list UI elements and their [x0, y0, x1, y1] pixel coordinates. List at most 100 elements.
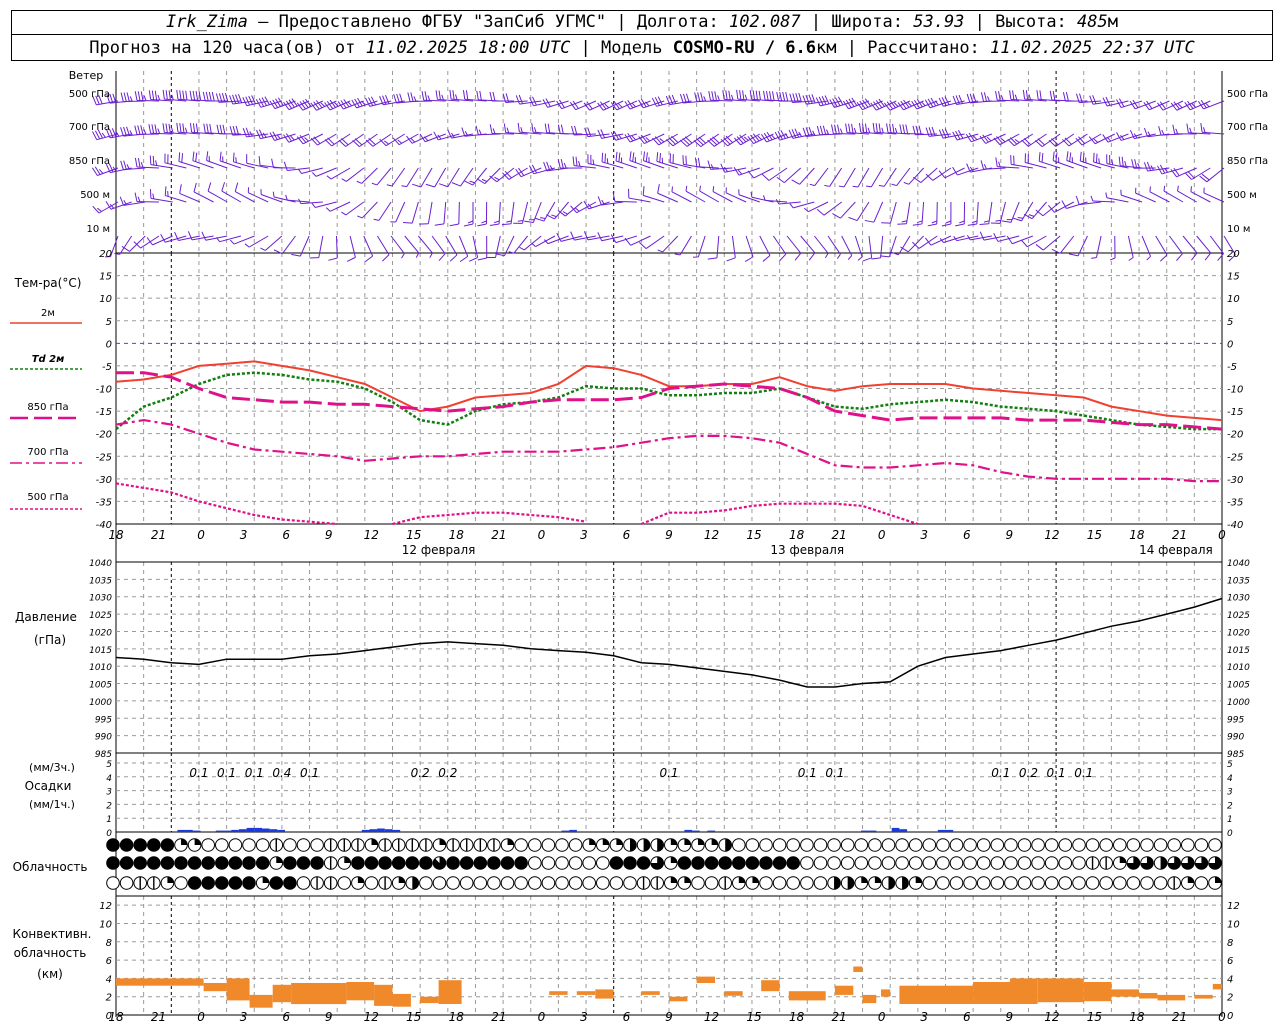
cloud-cover-symbol	[759, 876, 773, 890]
barb-feather	[575, 156, 578, 166]
cloud-fill-sector	[1181, 856, 1195, 870]
cloud-cover-symbol	[908, 856, 923, 870]
barb-feather	[845, 123, 848, 133]
barb-feather	[1088, 136, 1096, 145]
barb-staff	[710, 167, 733, 170]
barb-feather	[371, 182, 378, 186]
barb-feather	[763, 132, 770, 142]
wind-barb	[1061, 200, 1088, 210]
wind-barb	[612, 192, 637, 203]
wind-barb	[463, 201, 474, 227]
barb-feather	[1028, 214, 1035, 217]
barb-feather	[540, 217, 546, 219]
wind-barb	[352, 133, 378, 148]
barb-feather	[129, 96, 133, 102]
wind-barb	[162, 123, 187, 135]
barb-feather	[629, 151, 632, 161]
cloud-cover-symbol	[351, 876, 365, 890]
barb-feather	[232, 94, 237, 104]
wind-barb	[980, 92, 1006, 102]
barb-feather	[711, 91, 714, 101]
cloud-cover-symbol	[310, 856, 324, 870]
barb-feather	[189, 123, 193, 133]
barb-staff	[813, 235, 829, 254]
wind-barb	[831, 124, 856, 135]
barb-feather	[816, 125, 821, 136]
precip-value-label: 0.1	[659, 766, 678, 780]
cloud-circle	[228, 838, 243, 852]
barb-staff	[532, 131, 555, 135]
barb-feather	[1006, 235, 1013, 245]
cloud-cover-symbol	[296, 856, 311, 870]
cloud-cover-symbol	[500, 838, 515, 852]
barb-staff	[260, 133, 282, 140]
barb-staff	[248, 235, 269, 248]
barb-feather	[340, 100, 347, 109]
barb-feather	[302, 100, 309, 108]
precip-tick-left: 2	[106, 801, 112, 811]
cloud-circle	[868, 856, 882, 870]
barb-staff	[1027, 235, 1047, 248]
cloud-cover-symbol	[473, 876, 488, 890]
cloud-cover-symbol	[704, 856, 719, 870]
model-unit: км	[816, 38, 837, 58]
barb-feather	[1159, 164, 1166, 174]
cloud-cover-symbol	[732, 876, 746, 890]
barb-feather	[438, 90, 441, 100]
wind-barb	[192, 151, 214, 169]
cloud-cover-symbol	[432, 856, 447, 870]
cloud-cover-symbol	[323, 838, 338, 852]
barb-staff	[472, 235, 479, 258]
cloud-circle	[446, 876, 460, 890]
wind-barb	[685, 185, 706, 203]
barb-feather	[272, 131, 278, 140]
wind-barb	[897, 99, 924, 111]
barb-feather	[959, 220, 965, 224]
barb-feather	[747, 136, 754, 144]
barb-feather	[519, 246, 525, 251]
barb-staff	[1041, 133, 1061, 148]
barb-feather	[357, 97, 363, 107]
barb-staff	[1068, 133, 1088, 147]
convective-bar	[881, 989, 891, 997]
barb-staff	[1080, 160, 1102, 169]
wind-barb	[1127, 235, 1134, 261]
barb-feather	[857, 256, 863, 261]
barb-staff	[829, 167, 843, 187]
wind-barb	[489, 201, 501, 226]
barb-staff	[656, 160, 678, 169]
cloud-circle	[732, 838, 746, 852]
barb-feather	[1069, 152, 1072, 162]
header-sep: –	[247, 12, 279, 32]
barb-feather	[168, 123, 171, 133]
barb-feather	[1090, 195, 1094, 202]
cloud-cover-symbol	[147, 876, 161, 890]
precip-bar	[192, 830, 201, 832]
barb-feather	[574, 125, 578, 135]
wind-barb	[390, 235, 405, 259]
wind-barb	[202, 91, 228, 102]
barb-staff	[547, 235, 569, 245]
wind-barb	[642, 151, 665, 169]
barb-feather	[234, 182, 239, 192]
cloud-fill-full	[746, 856, 759, 870]
barb-feather	[478, 129, 482, 135]
cloud-cover-symbol	[990, 838, 1005, 852]
barb-feather	[531, 164, 538, 174]
barb-feather	[818, 96, 824, 106]
barb-feather	[1079, 151, 1082, 162]
barb-staff	[670, 162, 692, 169]
wind-barb	[458, 235, 469, 263]
wind-barb	[1177, 185, 1197, 203]
barb-feather	[944, 96, 950, 106]
hour-tick-label: 18	[449, 1010, 465, 1024]
barb-staff	[629, 160, 651, 169]
barb-feather	[545, 98, 551, 107]
cloud-cover-symbol	[1126, 856, 1141, 870]
barb-staff	[574, 235, 596, 241]
cloud-cover-symbol	[187, 856, 202, 870]
wind-barb	[105, 128, 132, 139]
wind-barb	[587, 154, 610, 169]
barb-staff	[896, 167, 911, 186]
barb-feather	[983, 163, 988, 170]
